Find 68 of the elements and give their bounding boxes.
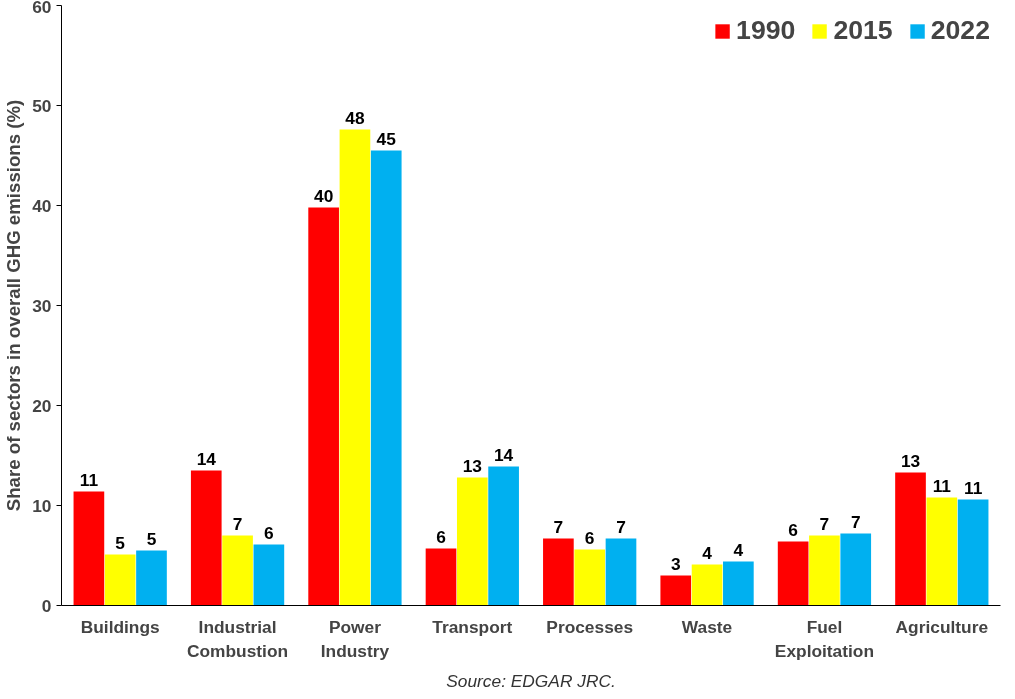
bar [543,538,574,606]
bar [136,550,167,606]
x-tick-label: Agriculture [895,616,989,637]
bar [253,544,285,606]
data-label: 13 [462,455,483,476]
bar [660,575,692,606]
legend-label: 2022 [930,15,990,46]
y-axis-title: Share of sectors in overall GHG emissions (%) [3,99,25,512]
legend-label: 2015 [833,15,893,46]
bar [425,548,457,606]
data-label: 4 [733,539,744,560]
data-label: 5 [115,532,126,553]
data-label: 6 [584,527,595,548]
bar [809,535,840,606]
bar [605,538,637,606]
bar [840,533,872,606]
bar [691,564,723,606]
bar [190,470,222,606]
bar [488,466,519,606]
data-label: 7 [553,516,564,537]
y-tick-label: 60 [32,0,52,17]
y-tick-label: 0 [41,595,52,616]
y-tick-label: 40 [32,195,52,216]
data-label: 14 [493,444,514,465]
data-label: 11 [963,477,983,498]
y-tick-label: 50 [32,95,52,116]
legend-label: 1990 [736,15,796,46]
data-label: 4 [702,542,713,563]
bar [308,207,339,606]
data-label: 7 [616,516,626,537]
data-label: 7 [819,513,830,534]
data-label: 14 [196,448,217,469]
data-label: 6 [264,522,275,543]
x-tick-label: Waste [681,616,733,637]
bar [73,491,105,606]
data-label: 48 [345,107,365,128]
y-tick-label: 10 [32,495,52,516]
x-tick-label: Power Industry [320,616,390,661]
data-label: 13 [900,450,921,471]
bar [926,497,958,606]
bar [777,541,809,606]
x-tick-label: Industrial Combustion [187,616,289,661]
bar [456,477,488,606]
bar [895,472,926,606]
bar [957,499,989,606]
bar [339,129,371,606]
bar [574,549,606,606]
data-label: 7 [850,511,861,532]
x-tick-label: Buildings [80,616,160,637]
bar [723,561,754,606]
data-label: 6 [436,526,447,547]
bar [222,535,253,606]
data-label: 5 [146,528,157,549]
bar [104,554,136,606]
source-note: Source: EDGAR JRC. [446,670,616,691]
data-label: 45 [376,128,397,149]
data-label: 11 [932,475,952,496]
data-label: 40 [314,185,334,206]
data-label: 3 [670,553,681,574]
data-label: 11 [79,469,99,490]
x-tick-label: Processes [546,616,634,637]
data-label: 6 [788,519,799,540]
y-tick-label: 20 [32,395,52,416]
x-tick-label: Fuel Exploitation [774,616,875,661]
x-tick-label: Transport [432,616,513,637]
data-label: 7 [232,513,243,534]
y-tick-label: 30 [32,295,52,316]
bar [370,150,402,606]
